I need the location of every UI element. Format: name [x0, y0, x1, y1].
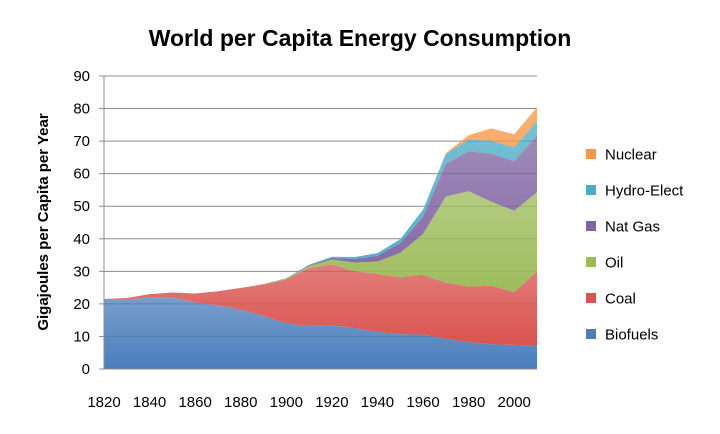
y-tick-label-60: 60	[73, 166, 90, 183]
y-tick-label-40: 40	[73, 231, 90, 248]
chart-title: World per Capita Energy Consumption	[149, 25, 572, 51]
legend-label-coal: Coal	[605, 291, 636, 308]
y-tick-label-30: 30	[73, 263, 90, 280]
y-tick-label-50: 50	[73, 198, 90, 215]
x-tick-label-1860: 1860	[178, 394, 211, 411]
legend-label-oil: Oil	[605, 255, 623, 272]
y-tick-label-80: 80	[73, 101, 90, 118]
y-tick-labels: 0 10 20 30 40 50 60 70 80 90	[73, 68, 90, 378]
x-tick-label-1880: 1880	[224, 394, 257, 411]
x-tick-label-1940: 1940	[361, 394, 394, 411]
legend-swatch-nuclear	[586, 149, 596, 159]
x-tick-labels: 1820 1840 1860 1880 1900 1920 1940 1960 1980 2000	[87, 394, 531, 411]
y-axis-label: Gigajoules per Capita per Year	[35, 113, 52, 330]
legend-label-nuclear: Nuclear	[605, 147, 657, 164]
y-tick-label-10: 10	[73, 328, 90, 345]
y-tick-label-90: 90	[73, 68, 90, 85]
x-tick-label-1920: 1920	[315, 394, 348, 411]
legend-label-biofuels: Biofuels	[605, 327, 658, 344]
legend-swatch-hydro-elect	[586, 185, 596, 195]
legend-swatch-nat-gas	[586, 221, 596, 231]
y-tick-label-0: 0	[82, 361, 90, 378]
x-tick-label-1960: 1960	[406, 394, 439, 411]
legend-swatch-oil	[586, 257, 596, 267]
x-tick-label-2000: 2000	[498, 394, 531, 411]
x-tick-label-1900: 1900	[270, 394, 303, 411]
axes	[99, 75, 537, 370]
y-tick-label-70: 70	[73, 133, 90, 150]
legend-swatch-coal	[586, 293, 596, 303]
area-coal	[104, 264, 537, 346]
legend: Nuclear Hydro-Elect Nat Gas Oil Coal Biofuels	[586, 147, 684, 344]
x-tick-label-1840: 1840	[133, 394, 166, 411]
legend-label-hydro-elect: Hydro-Elect	[605, 183, 684, 200]
area-oil	[104, 191, 537, 299]
legend-swatch-biofuels	[586, 329, 596, 339]
y-tick-label-20: 20	[73, 296, 90, 313]
area-biofuels	[104, 297, 537, 369]
x-tick-label-1980: 1980	[452, 394, 485, 411]
x-tick-label-1820: 1820	[87, 394, 120, 411]
legend-label-nat-gas: Nat Gas	[605, 219, 660, 236]
stacked-areas	[104, 107, 537, 369]
